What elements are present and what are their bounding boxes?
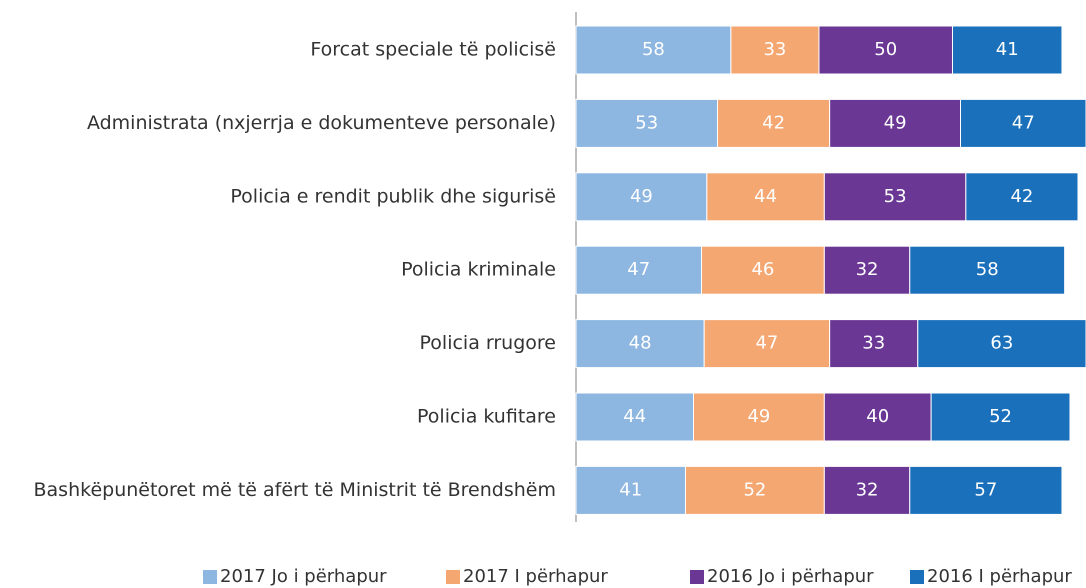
- legend-label: 2017 Jo i përhapur: [220, 566, 387, 587]
- legend-label: 2016 I përhapur: [927, 566, 1072, 587]
- legend-label: 2016 Jo i përhapur: [707, 566, 874, 587]
- bar-segment: [909, 245, 1066, 295]
- data-label: 58: [642, 39, 665, 60]
- bar-segment: [706, 172, 825, 222]
- legend-swatch: [690, 570, 704, 584]
- category-label: Policia kufitare: [417, 406, 556, 428]
- bar-segment: [823, 392, 932, 442]
- bar-segment: [960, 98, 1086, 148]
- data-label: 49: [630, 186, 653, 207]
- bar-segment: [575, 319, 705, 369]
- data-label: 46: [751, 259, 774, 280]
- legend-swatch: [910, 570, 924, 584]
- data-label: 47: [627, 259, 650, 280]
- bar-segment: [823, 465, 911, 515]
- category-label: Policia rrugore: [420, 332, 556, 354]
- bar-segment: [703, 319, 831, 369]
- data-label: 42: [762, 112, 785, 133]
- bar-segment: [909, 465, 1063, 515]
- data-label: 49: [747, 406, 770, 427]
- data-label: 44: [623, 406, 646, 427]
- data-label: 41: [619, 479, 642, 500]
- data-label: 47: [755, 333, 778, 354]
- bar-segment: [684, 465, 825, 515]
- bar-segment: [965, 172, 1079, 222]
- data-label: 40: [866, 406, 889, 427]
- category-label: Bashkëpunëtoret më të afërt të Ministrit…: [34, 479, 557, 501]
- data-label: 53: [884, 186, 907, 207]
- category-label: Administrata (nxjerrja e dokumenteve per…: [87, 112, 556, 134]
- category-label: Policia kriminale: [401, 259, 556, 281]
- legend-swatch: [203, 570, 217, 584]
- data-label: 49: [884, 112, 907, 133]
- data-label: 52: [743, 479, 766, 500]
- data-label: 53: [635, 112, 658, 133]
- data-label: 41: [996, 39, 1019, 60]
- bar-segment: [692, 392, 825, 442]
- bar-segment: [829, 319, 919, 369]
- data-label: 42: [1010, 186, 1033, 207]
- bar-segment: [730, 25, 820, 75]
- bar-segment: [575, 465, 686, 515]
- bar-segment: [575, 392, 694, 442]
- category-label: Forcat speciale të policisë: [310, 39, 556, 61]
- legend-label: 2017 I përhapur: [463, 566, 608, 587]
- bar-segment: [818, 25, 953, 75]
- data-label: 57: [974, 479, 997, 500]
- data-label: 50: [874, 39, 897, 60]
- data-label: 32: [856, 259, 879, 280]
- bar-segment: [717, 98, 831, 148]
- data-label: 33: [763, 39, 786, 60]
- bar-segment: [951, 25, 1063, 75]
- data-label: 33: [862, 333, 885, 354]
- data-label: 63: [990, 333, 1013, 354]
- legend-swatch: [446, 570, 460, 584]
- data-label: 47: [1012, 112, 1035, 133]
- bar-segment: [930, 392, 1071, 442]
- data-label: 58: [976, 259, 999, 280]
- data-label: 44: [754, 186, 777, 207]
- bar-segment: [700, 245, 825, 295]
- category-label: Policia e rendit publik dhe sigurisë: [230, 185, 556, 207]
- data-label: 48: [629, 333, 652, 354]
- data-label: 52: [989, 406, 1012, 427]
- data-label: 32: [856, 479, 879, 500]
- bar-segment: [917, 319, 1086, 369]
